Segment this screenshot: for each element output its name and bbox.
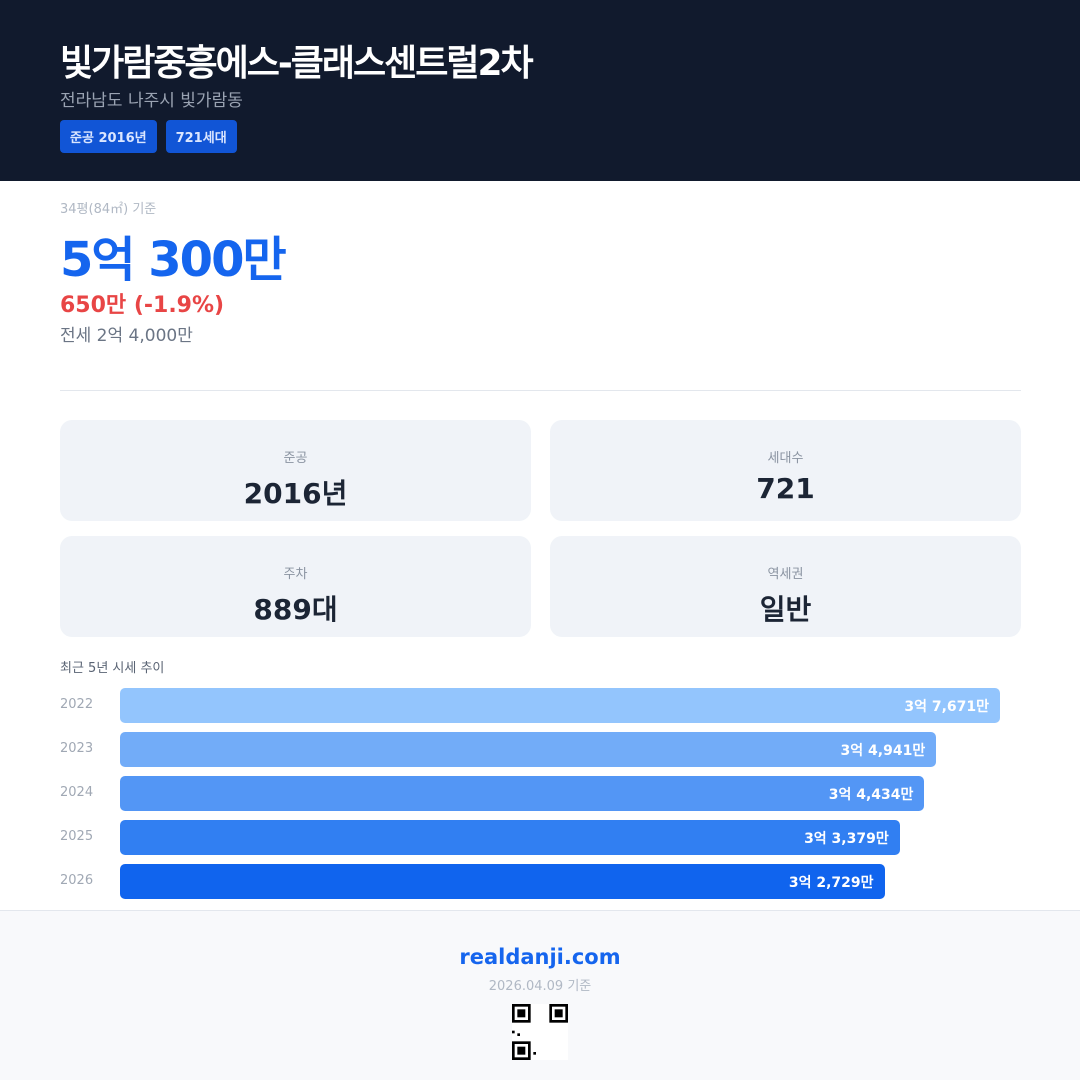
bar-label: 2023 — [60, 741, 94, 756]
bar-2026: 3억 2,729만 — [120, 864, 885, 899]
bar-label: 2026 — [60, 873, 94, 888]
header: 빛가람중흥에스-클래스센트럴2차 전라남도 나주시 빛가람동 준공 2016년 … — [0, 0, 1080, 181]
card-label: 세대수 — [767, 451, 804, 466]
bar-label: 2024 — [60, 785, 94, 800]
badge-built-year: 준공 2016년 — [60, 120, 157, 153]
chart-title: 최근 5년 시세 추이 — [60, 661, 165, 676]
price-basis: 34평(84㎡) 기준 — [60, 202, 157, 217]
qr-code-icon — [512, 1004, 568, 1060]
bar-2022: 3억 7,671만 — [120, 688, 1000, 723]
address: 전라남도 나주시 빛가람동 — [60, 91, 243, 111]
card-label: 주차 — [283, 567, 308, 582]
bar-value-label: 3억 7,671만 — [904, 699, 989, 715]
card-value: 2016년 — [243, 477, 348, 510]
price-value: 5억 300만 — [60, 232, 287, 288]
bar-2023: 3억 4,941만 — [120, 732, 937, 767]
bar-2024: 3억 4,434만 — [120, 776, 925, 811]
bar-value-label: 3억 2,729만 — [788, 875, 874, 891]
data-date: 2026.04.09 기준 — [488, 979, 592, 994]
bar-value-label: 3억 4,941만 — [840, 743, 926, 759]
card-value: 889대 — [253, 593, 338, 626]
card-label: 준공 — [283, 451, 308, 466]
card-parking: 주차 889대 — [60, 536, 531, 637]
bar-2025: 3억 3,379만 — [120, 820, 900, 855]
bar-label: 2025 — [60, 829, 94, 844]
bar-label: 2022 — [60, 697, 94, 712]
card-value: 721 — [756, 472, 815, 505]
card-value: 일반 — [759, 593, 812, 626]
bar-value-label: 3억 3,379만 — [804, 831, 889, 847]
complex-title: 빛가람중흥에스-클래스센트럴2차 — [60, 43, 534, 84]
price-change: 650만 (-1.9%) — [60, 293, 225, 318]
bar-value-label: 3억 4,434만 — [828, 787, 914, 803]
card-built: 준공 2016년 — [60, 420, 531, 521]
footer: realdanji.com 2026.04.09 기준 — [0, 910, 1080, 1080]
card-label: 역세권 — [767, 567, 804, 582]
badge-households: 721세대 — [165, 120, 237, 153]
card-households: 세대수 721 — [550, 420, 1021, 521]
divider — [60, 390, 1021, 391]
jeonse-price: 전세 2억 4,000만 — [60, 326, 193, 346]
site-link[interactable]: realdanji.com — [459, 945, 621, 969]
